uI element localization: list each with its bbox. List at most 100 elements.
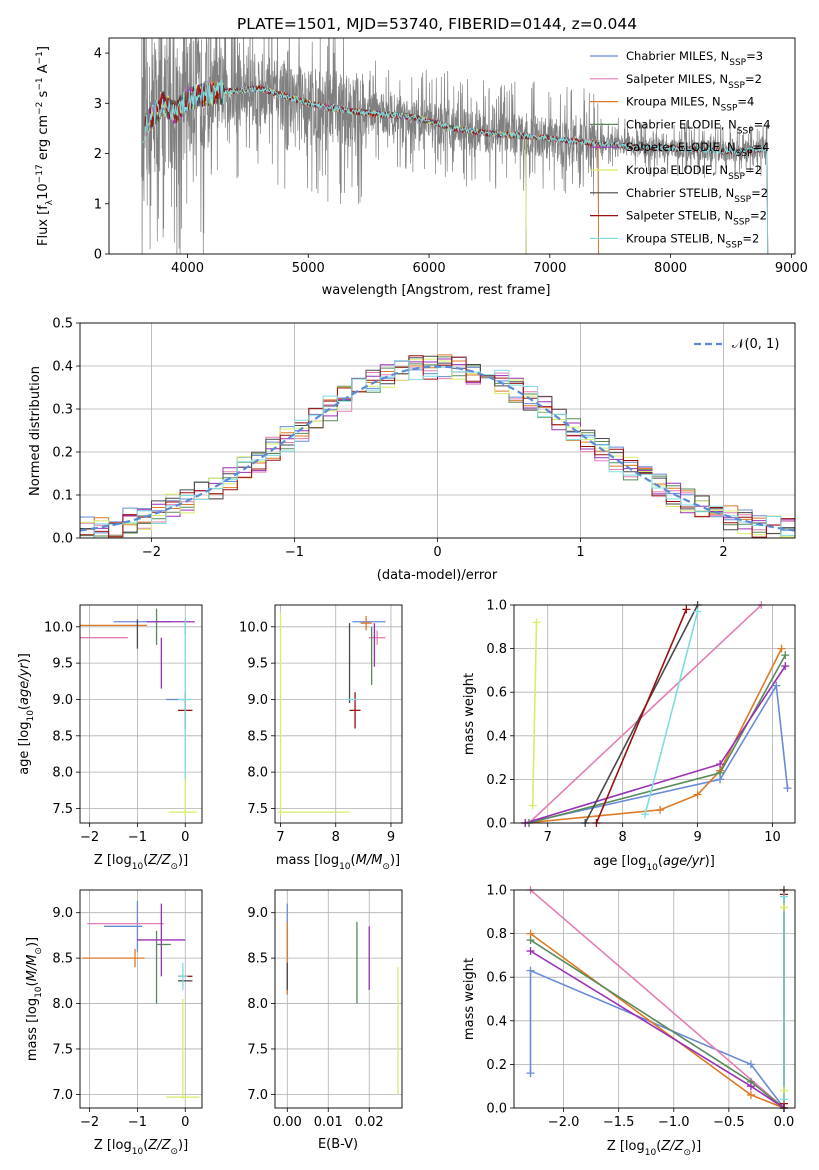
x-tick-label: 2 — [719, 545, 727, 560]
x-tick-label: 0 — [433, 545, 441, 560]
x-axis-label: Z [log10(Z/Z⊙)] — [94, 1138, 188, 1157]
legend-label-chabrier-elodie: Chabrier ELODIE, NSSP=4 — [626, 117, 771, 136]
x-axis-label-part: 10 — [132, 862, 144, 872]
y-tick-label: 8.5 — [52, 729, 73, 744]
y-tick-label: 0.6 — [486, 971, 507, 986]
x-axis-label-part: 10 — [645, 1148, 657, 1158]
y-tick-label: 0.4 — [52, 360, 73, 375]
x-tick-label: 9000 — [775, 261, 808, 276]
y-tick-label: 9.5 — [52, 657, 73, 672]
x-tick-label: 8 — [619, 830, 627, 845]
marker-chabrier-miles — [526, 1069, 535, 1078]
legend-label-chabrier-miles-part: =3 — [746, 49, 763, 63]
x-axis-label: age [log10(age/yr)] — [593, 854, 715, 873]
y-tick-label: 9.0 — [247, 906, 268, 921]
y-tick-label: 8.5 — [247, 952, 268, 967]
y-tick-label: 7.5 — [52, 802, 73, 817]
y-tick-label: 7.5 — [247, 802, 268, 817]
x-axis-label-part: ( — [143, 853, 148, 868]
legend-label-normal: 𝒩(0, 1) — [732, 337, 779, 352]
legend-label-chabrier-elodie-part: SSP — [737, 126, 754, 136]
x-axis-label: wavelength [Angstrom, rest frame] — [322, 283, 551, 298]
y-axis-label: mass weight — [462, 673, 477, 755]
legend-label-kroupa-miles-part: Kroupa MILES, N — [626, 95, 721, 109]
y-tick-label: 9.5 — [247, 657, 268, 672]
y-tick-label: 0.8 — [486, 927, 507, 942]
y-axis-label-part: 10 — [36, 183, 51, 200]
y-tick-label: 0.1 — [52, 489, 73, 504]
legend-label-chabrier-elodie-part: Chabrier ELODIE, N — [626, 117, 737, 131]
marker-chabrier-elodie — [716, 768, 725, 777]
legend-label-chabrier-stelib-part: SSP — [734, 195, 751, 205]
y-tick-label: 8.0 — [247, 766, 268, 781]
x-tick-label: 0.0 — [774, 1115, 795, 1130]
axes-frame — [513, 604, 796, 824]
axes-frame — [79, 604, 203, 824]
x-tick-label: 0.00 — [273, 1115, 302, 1130]
y-axis-label-part: s — [36, 90, 51, 101]
legend-label-kroupa-miles-part: =4 — [737, 95, 754, 109]
marker-kroupa-elodie — [779, 1086, 788, 1095]
panel-age-vs-metallicity: −2 −1 07.58.08.59.09.510.0Z [log10(Z/Z⊙)]a… — [17, 604, 203, 872]
x-axis-label-part: ⊙ — [382, 862, 390, 872]
legend-label-kroupa-miles-part: SSP — [721, 104, 738, 114]
x-tick-label: −2 — [80, 1115, 99, 1130]
y-axis-label: mass weight — [462, 958, 477, 1040]
y-tick-label: 0.0 — [486, 817, 507, 832]
x-axis-label-part: ( — [658, 854, 663, 869]
plot-area-spectrum — [141, 38, 769, 254]
legend-label-kroupa-miles: Kroupa MILES, NSSP=4 — [626, 95, 754, 114]
y-tick-label: 8.0 — [52, 766, 73, 781]
marker-kroupa-miles — [746, 1090, 755, 1099]
legend-label-chabrier-miles-part: Chabrier MILES, N — [626, 49, 729, 63]
marker-salpeter-elodie — [716, 760, 725, 769]
y-axis-label-part: erg cm — [36, 115, 51, 164]
plot-area-mass-vs-extinction — [286, 903, 399, 1095]
legend-label-salpeter-stelib-part: =2 — [750, 209, 767, 223]
x-axis-label: E(B-V) — [318, 1137, 358, 1152]
y-tick-label: 0.5 — [52, 317, 73, 332]
x-axis-label-part: 10 — [132, 1147, 144, 1157]
x-axis-label-part: 10 — [339, 862, 351, 872]
y-axis-label-part: −1 — [35, 77, 45, 90]
marker-salpeter-elodie — [526, 947, 535, 956]
figure-title: PLATE=1501, MJD=53740, FIBERID=0144, z=0… — [237, 15, 637, 33]
x-axis-label-part: )] — [705, 854, 715, 869]
legend-label-salpeter-elodie: Salpeter ELODIE, NSSP=4 — [626, 140, 769, 159]
marker-salpeter-elodie — [746, 1082, 755, 1091]
x-tick-label: −1 — [285, 545, 304, 560]
y-axis-label-part: ] — [36, 46, 51, 51]
x-axis-label: Z [log10(Z/Z⊙)] — [607, 1139, 701, 1158]
x-tick-label: −2.0 — [548, 1115, 580, 1130]
legend-label-chabrier-stelib-part: Chabrier STELIB, N — [626, 186, 734, 200]
legend-label-kroupa-stelib-part: SSP — [726, 240, 743, 250]
panel-mass-vs-metallicity: −2 −1 07.07.58.08.59.0Z [log10(Z/Z⊙)]mass … — [25, 889, 203, 1157]
x-axis-label-part: age [log — [593, 854, 646, 869]
y-tick-label: 0.2 — [486, 1058, 507, 1073]
marker-kroupa-elodie — [532, 618, 541, 627]
legend-label-kroupa-elodie-part: =2 — [745, 163, 762, 177]
normal-curve — [80, 365, 795, 532]
y-axis-label-part: age/yr — [17, 662, 32, 705]
marker-kroupa-miles — [693, 790, 702, 799]
marker-salpeter-elodie — [781, 662, 790, 671]
x-axis-label: Z [log10(Z/Z⊙)] — [94, 853, 188, 872]
marker-kroupa-elodie — [779, 903, 788, 912]
legend-label-salpeter-stelib-part: SSP — [733, 218, 750, 228]
line-chabrier-stelib — [584, 605, 699, 823]
x-axis-label-part: Z [log — [94, 1138, 132, 1153]
marker-salpeter-stelib — [682, 605, 691, 614]
y-tick-label: 0.4 — [486, 1014, 507, 1029]
marker-chabrier-elodie — [526, 936, 535, 945]
axes-frame — [274, 604, 403, 824]
x-tick-label: 0.02 — [355, 1115, 384, 1130]
axes-frame — [108, 37, 796, 255]
legend-label-salpeter-stelib-part: Salpeter STELIB, N — [626, 209, 733, 223]
y-tick-label: 0.8 — [486, 642, 507, 657]
legend-label-kroupa-stelib-part: =2 — [742, 231, 759, 245]
legend-label-kroupa-elodie-part: Kroupa ELODIE, N — [626, 163, 728, 177]
model-spectrum-kroupa-stelib — [141, 79, 769, 254]
legend-label-kroupa-elodie: Kroupa ELODIE, NSSP=2 — [626, 163, 762, 182]
y-axis-label-part: ⊙ — [34, 947, 44, 955]
marker-kroupa-stelib — [779, 892, 788, 901]
